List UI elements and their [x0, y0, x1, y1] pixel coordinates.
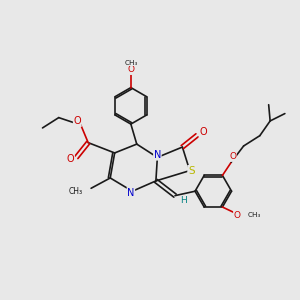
Text: O: O — [128, 65, 134, 74]
Text: CH₃: CH₃ — [69, 187, 83, 196]
Text: O: O — [74, 116, 81, 126]
Text: H: H — [180, 196, 187, 206]
Text: O: O — [234, 211, 241, 220]
Text: O: O — [229, 152, 236, 161]
Text: N: N — [154, 150, 161, 160]
Text: N: N — [127, 188, 134, 198]
Text: CH₃: CH₃ — [248, 212, 261, 218]
Text: O: O — [67, 154, 74, 164]
Text: CH₃: CH₃ — [124, 59, 137, 65]
Text: S: S — [188, 166, 194, 176]
Text: O: O — [199, 127, 207, 137]
